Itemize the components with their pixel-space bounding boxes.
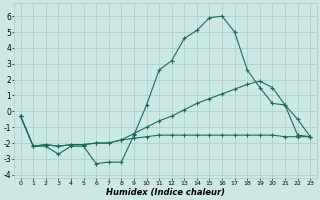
X-axis label: Humidex (Indice chaleur): Humidex (Indice chaleur) (106, 188, 225, 197)
